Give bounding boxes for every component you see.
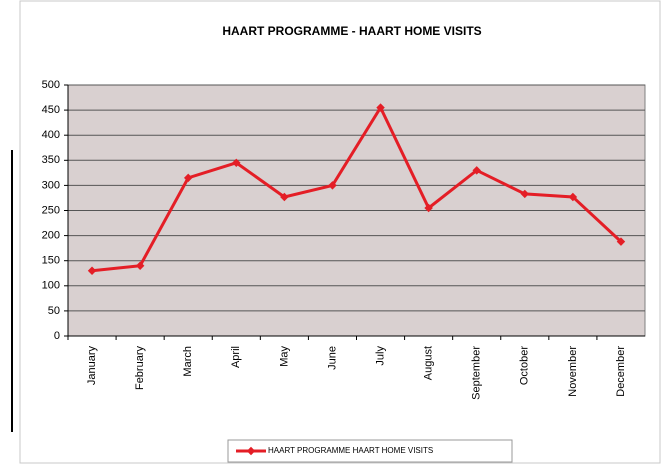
y-tick-label: 450 — [42, 104, 60, 116]
legend-label: HAART PROGRAMME HAART HOME VISITS — [268, 446, 433, 455]
y-tick-label: 500 — [42, 79, 60, 91]
x-tick-label: March — [182, 346, 194, 377]
y-tick-label: 250 — [42, 204, 60, 216]
y-tick-label: 50 — [48, 305, 60, 317]
x-tick-label: June — [326, 346, 338, 370]
data-point — [424, 203, 433, 213]
x-tick-label: April — [230, 346, 242, 368]
x-tick-label: August — [423, 346, 435, 380]
y-tick-label: 300 — [42, 179, 60, 191]
y-tick-label: 350 — [42, 154, 60, 166]
x-tick-label: January — [86, 346, 98, 386]
y-tick-label: 150 — [42, 255, 60, 267]
data-point — [135, 261, 145, 270]
data-line — [91, 104, 622, 273]
data-point — [328, 181, 337, 190]
x-tick-label: September — [471, 346, 483, 400]
data-point — [232, 158, 241, 168]
y-tick-label: 0 — [54, 330, 60, 342]
data-point — [376, 103, 385, 112]
chart-title: HAART PROGRAMME - HAART HOME VISITS — [222, 24, 481, 38]
x-tick-label: November — [567, 346, 579, 397]
data-point — [280, 192, 289, 202]
data-point — [472, 166, 481, 175]
x-tick-label: December — [615, 346, 627, 397]
legend-box — [227, 439, 513, 463]
data-point — [183, 173, 193, 183]
x-tick-label: February — [134, 346, 146, 391]
y-tick-label: 200 — [42, 230, 60, 242]
x-tick-label: July — [374, 346, 386, 366]
y-tick-label: 400 — [42, 129, 60, 141]
data-point — [87, 266, 97, 275]
x-tick-label: May — [278, 346, 290, 367]
y-tick-label: 100 — [42, 280, 60, 292]
legend-marker — [246, 446, 256, 456]
x-tick-label: October — [519, 346, 531, 385]
